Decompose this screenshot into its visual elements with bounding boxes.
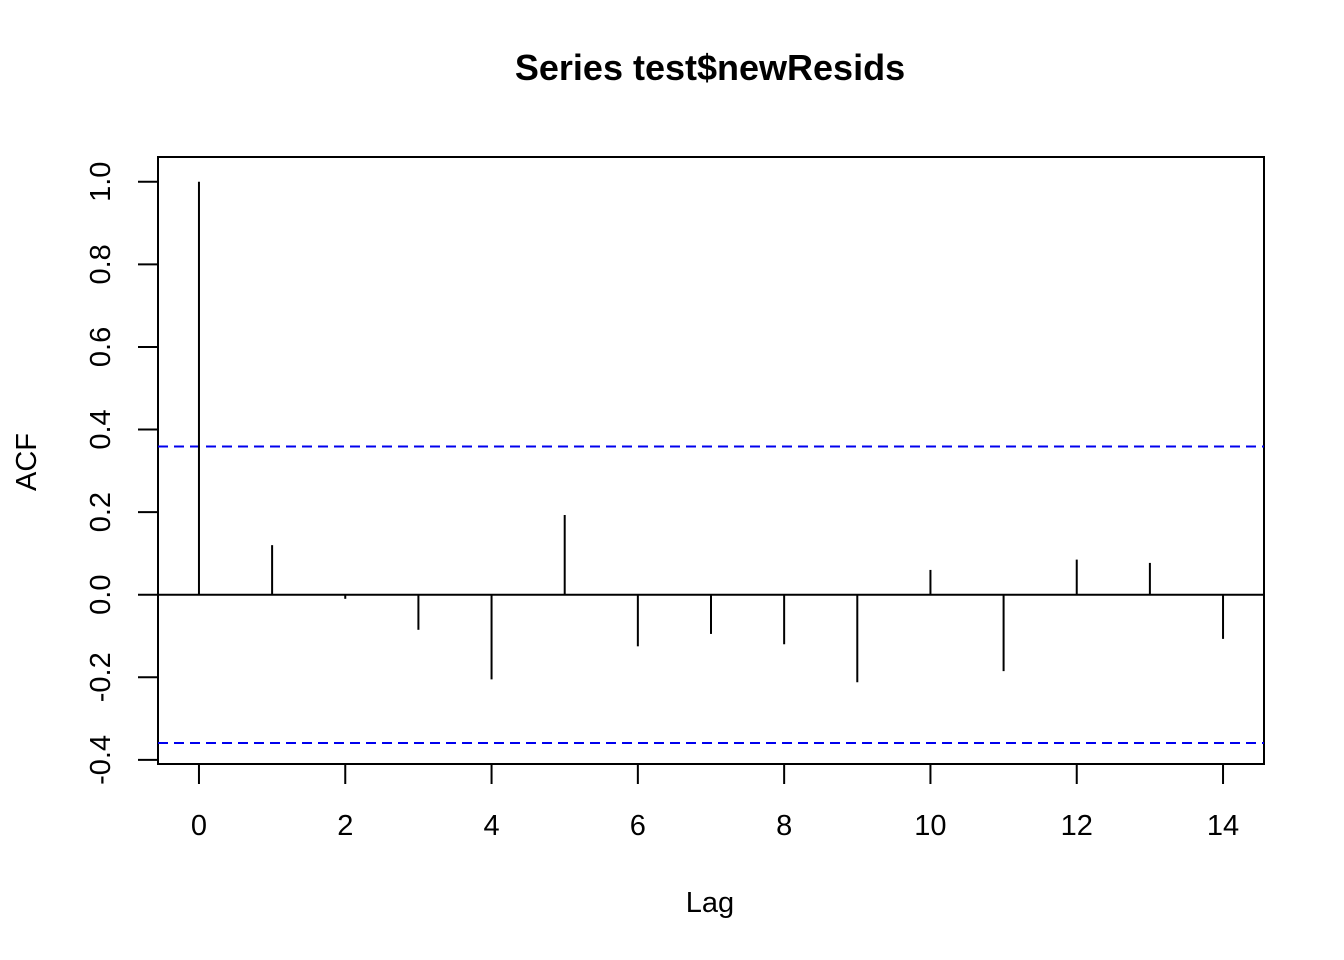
chart-title: Series test$newResids bbox=[515, 47, 905, 88]
y-tick-label: 0.0 bbox=[85, 575, 117, 615]
x-tick-label: 2 bbox=[337, 810, 353, 842]
x-tick-label: 8 bbox=[776, 810, 792, 842]
x-axis: 0 2 4 6 8 10 12 14 bbox=[191, 764, 1239, 842]
x-tick-label: 0 bbox=[191, 810, 207, 842]
y-tick-label: 0.6 bbox=[85, 327, 117, 367]
y-tick-label: 1.0 bbox=[85, 162, 117, 202]
plot-marks bbox=[158, 181, 1264, 744]
x-tick-label: 10 bbox=[914, 810, 946, 842]
y-tick-label: 0.4 bbox=[85, 409, 117, 449]
y-tick-label: 0.8 bbox=[85, 244, 117, 284]
x-tick-label: 6 bbox=[630, 810, 646, 842]
x-tick-label: 4 bbox=[483, 810, 499, 842]
y-axis: -0.4 -0.2 0.0 0.2 0.4 0.6 0.8 1.0 bbox=[85, 162, 158, 785]
y-tick-label: 0.2 bbox=[85, 492, 117, 532]
plot-frame bbox=[157, 156, 1265, 765]
y-tick-label: -0.2 bbox=[85, 652, 117, 702]
x-tick-label: 14 bbox=[1207, 810, 1239, 842]
y-tick-label: -0.4 bbox=[85, 735, 117, 785]
y-axis-label: ACF bbox=[11, 433, 43, 491]
x-tick-label: 12 bbox=[1061, 810, 1093, 842]
x-axis-label: Lag bbox=[686, 887, 734, 919]
